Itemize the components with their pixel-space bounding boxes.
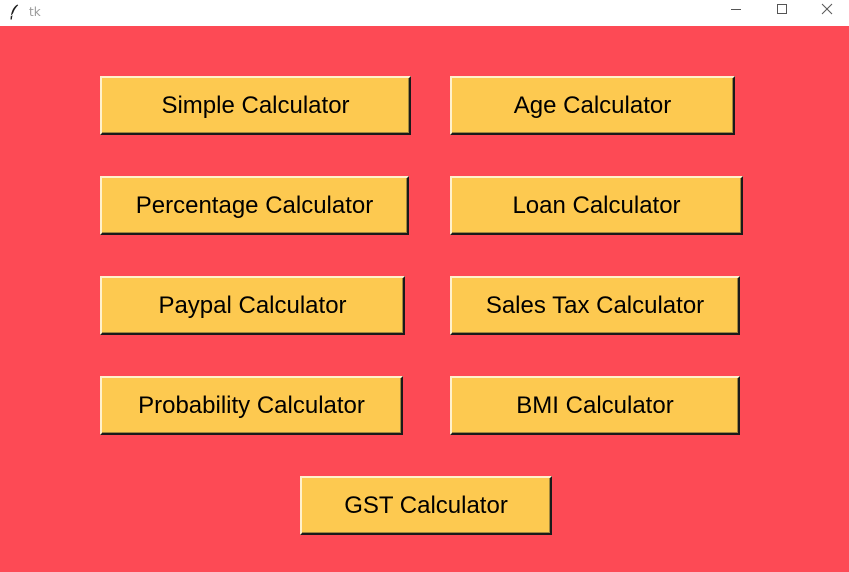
feather-icon bbox=[9, 4, 19, 20]
gst-calculator-button[interactable]: GST Calculator bbox=[300, 476, 552, 535]
probability-calculator-button[interactable]: Probability Calculator bbox=[100, 376, 403, 435]
minimize-button[interactable] bbox=[713, 0, 759, 22]
bmi-calculator-button[interactable]: BMI Calculator bbox=[450, 376, 740, 435]
percentage-calculator-button[interactable]: Percentage Calculator bbox=[100, 176, 409, 235]
simple-calculator-button[interactable]: Simple Calculator bbox=[100, 76, 411, 135]
age-calculator-button[interactable]: Age Calculator bbox=[450, 76, 735, 135]
maximize-icon bbox=[776, 2, 788, 20]
maximize-button[interactable] bbox=[759, 0, 805, 22]
close-button[interactable] bbox=[804, 0, 849, 22]
sales-tax-calculator-button[interactable]: Sales Tax Calculator bbox=[450, 276, 740, 335]
window-title: tk bbox=[29, 5, 41, 19]
close-icon bbox=[821, 2, 833, 20]
minimize-icon bbox=[730, 2, 742, 20]
paypal-calculator-button[interactable]: Paypal Calculator bbox=[100, 276, 405, 335]
loan-calculator-button[interactable]: Loan Calculator bbox=[450, 176, 743, 235]
calculator-menu-panel: Simple Calculator Age Calculator Percent… bbox=[0, 26, 849, 572]
title-bar[interactable]: tk bbox=[0, 0, 849, 26]
